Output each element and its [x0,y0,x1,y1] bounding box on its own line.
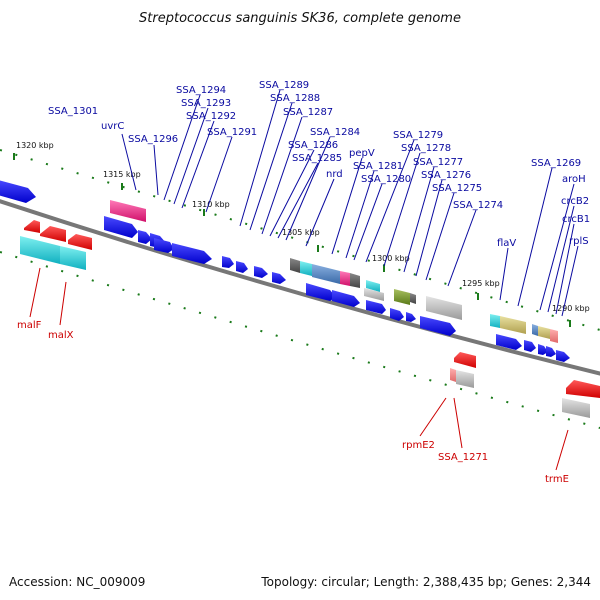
gene-label-forward[interactable]: SSA_1296 [128,134,178,145]
gene-arrow-forward[interactable] [138,230,152,244]
gene-label-forward[interactable]: SSA_1279 [393,130,443,141]
gene-label-forward[interactable]: flaV [497,238,516,249]
gene-box-khaki[interactable] [500,316,526,334]
gene-label-forward[interactable]: SSA_1278 [401,143,451,154]
gene-arrow-forward[interactable] [390,308,404,321]
gene-arrow-forward[interactable] [172,243,212,264]
gene-arrow-forward[interactable] [332,290,360,307]
gene-label-reverse[interactable]: malF [17,320,42,331]
gene-box-magenta[interactable] [340,271,350,286]
gene-arrow-forward[interactable] [306,283,336,301]
gene-box-cyan[interactable] [366,280,380,292]
gene-arrow-forward[interactable] [236,261,248,273]
tick-label: 1305 kbp [282,228,320,237]
gene-label-forward[interactable]: SSA_1293 [181,98,231,109]
gene-label-reverse[interactable]: rpmE2 [402,440,435,451]
tick-label: 1300 kbp [372,254,410,263]
gene-arrow-forward[interactable] [538,344,548,355]
gene-label-forward[interactable]: nrd [326,169,343,180]
gene-label-forward[interactable]: SSA_1275 [432,183,482,194]
tick-label: 1295 kbp [462,279,500,288]
forward-leader-lines [121,89,579,317]
gene-label-forward[interactable]: SSA_1274 [453,200,503,211]
gene-box-grey[interactable] [562,398,590,418]
gene-box-grey[interactable] [456,370,474,388]
gene-box-cyan[interactable] [490,314,500,328]
gene-arrow-reverse[interactable] [454,352,476,368]
gene-label-forward[interactable]: SSA_1294 [176,85,226,96]
gene-box-dark[interactable] [350,273,360,288]
gene-label-forward[interactable]: SSA_1284 [310,127,360,138]
gene-box-uvrC[interactable] [110,200,146,222]
gene-label-forward[interactable]: uvrC [101,121,124,132]
gene-label-forward[interactable]: SSA_1288 [270,93,320,104]
tick-label: 1310 kbp [192,200,230,209]
gene-arrow-forward[interactable] [272,272,286,284]
gene-arrow-reverse[interactable] [40,226,66,242]
gene-arrow-forward[interactable] [0,180,36,203]
gene-box-dark[interactable] [290,258,300,273]
gene-arrow-forward[interactable] [222,256,234,268]
gene-label-forward[interactable]: crcB1 [562,214,590,225]
gene-label-forward[interactable]: SSA_1287 [283,107,333,118]
gene-label-forward[interactable]: SSA_1291 [207,127,257,138]
genome-summary-text: Topology: circular; Length: 2,388,435 bp… [260,575,591,589]
gene-label-forward[interactable]: SSA_1292 [186,111,236,122]
gene-box-olive[interactable] [394,289,410,305]
gene-arrow-forward[interactable] [556,350,570,362]
gene-label-forward[interactable]: SSA_1281 [353,161,403,172]
gene-box-malX[interactable] [60,246,86,270]
gene-arrow-forward[interactable] [154,238,174,253]
gene-label-reverse[interactable]: SSA_1271 [438,452,488,463]
gene-box-dark[interactable] [410,293,416,304]
gene-arrow-forward[interactable] [104,216,138,238]
gene-label-forward[interactable]: SSA_1280 [361,174,411,185]
gene-label-forward[interactable]: SSA_1269 [531,158,581,169]
gene-label-reverse[interactable]: malX [48,330,74,341]
gene-box-cyan[interactable] [300,261,312,276]
gene-box-pink[interactable] [550,329,558,343]
gene-label-forward[interactable]: SSA_1289 [259,80,309,91]
gene-label-forward[interactable]: pepV [349,148,375,159]
gene-box-khaki[interactable] [538,326,550,339]
gene-box-steel[interactable] [532,324,538,336]
map-title: Streptococcus sanguinis SK36, complete g… [139,11,461,26]
reverse-strand-features [20,220,600,418]
gene-arrow-forward[interactable] [406,312,416,322]
gene-label-forward[interactable]: SSA_1277 [413,157,463,168]
gene-label-reverse[interactable]: trmE [545,474,569,485]
gene-label-forward[interactable]: crcB2 [561,196,589,207]
gene-arrow-forward[interactable] [420,316,456,336]
gene-label-forward[interactable]: SSA_1301 [48,106,98,117]
gene-box-malF[interactable] [20,236,60,264]
genome-backbone [0,199,600,376]
gene-arrow-reverse[interactable] [68,234,92,250]
gene-arrow-reverse[interactable] [24,220,40,233]
gene-arrow-forward[interactable] [524,340,536,352]
gene-box-steel[interactable] [312,264,340,284]
accession-text: Accession: NC_009009 [9,575,145,589]
gene-arrow-forward[interactable] [366,300,386,314]
tick-label: 1315 kbp [103,170,141,179]
gene-label-forward[interactable]: SSA_1285 [292,153,342,164]
gene-box-grey[interactable] [364,288,384,301]
gene-label-forward[interactable]: SSA_1286 [288,140,338,151]
gene-label-forward[interactable]: aroH [562,174,586,185]
tick-label: 1290 kbp [552,304,590,313]
gene-box-pink[interactable] [450,368,456,382]
reverse-leader-lines [29,267,569,471]
gene-label-forward[interactable]: rplS [569,236,589,247]
gene-label-forward[interactable]: SSA_1276 [421,170,471,181]
gene-arrow-forward[interactable] [496,334,522,350]
gene-box-grey[interactable] [426,296,462,320]
gene-arrow-forward[interactable] [546,346,556,357]
forward-strand-features [0,180,570,362]
tick-label: 1320 kbp [16,141,54,150]
major-ticks [13,153,571,327]
gene-arrow-forward[interactable] [254,266,268,278]
gene-arrow-reverse[interactable] [566,380,600,398]
